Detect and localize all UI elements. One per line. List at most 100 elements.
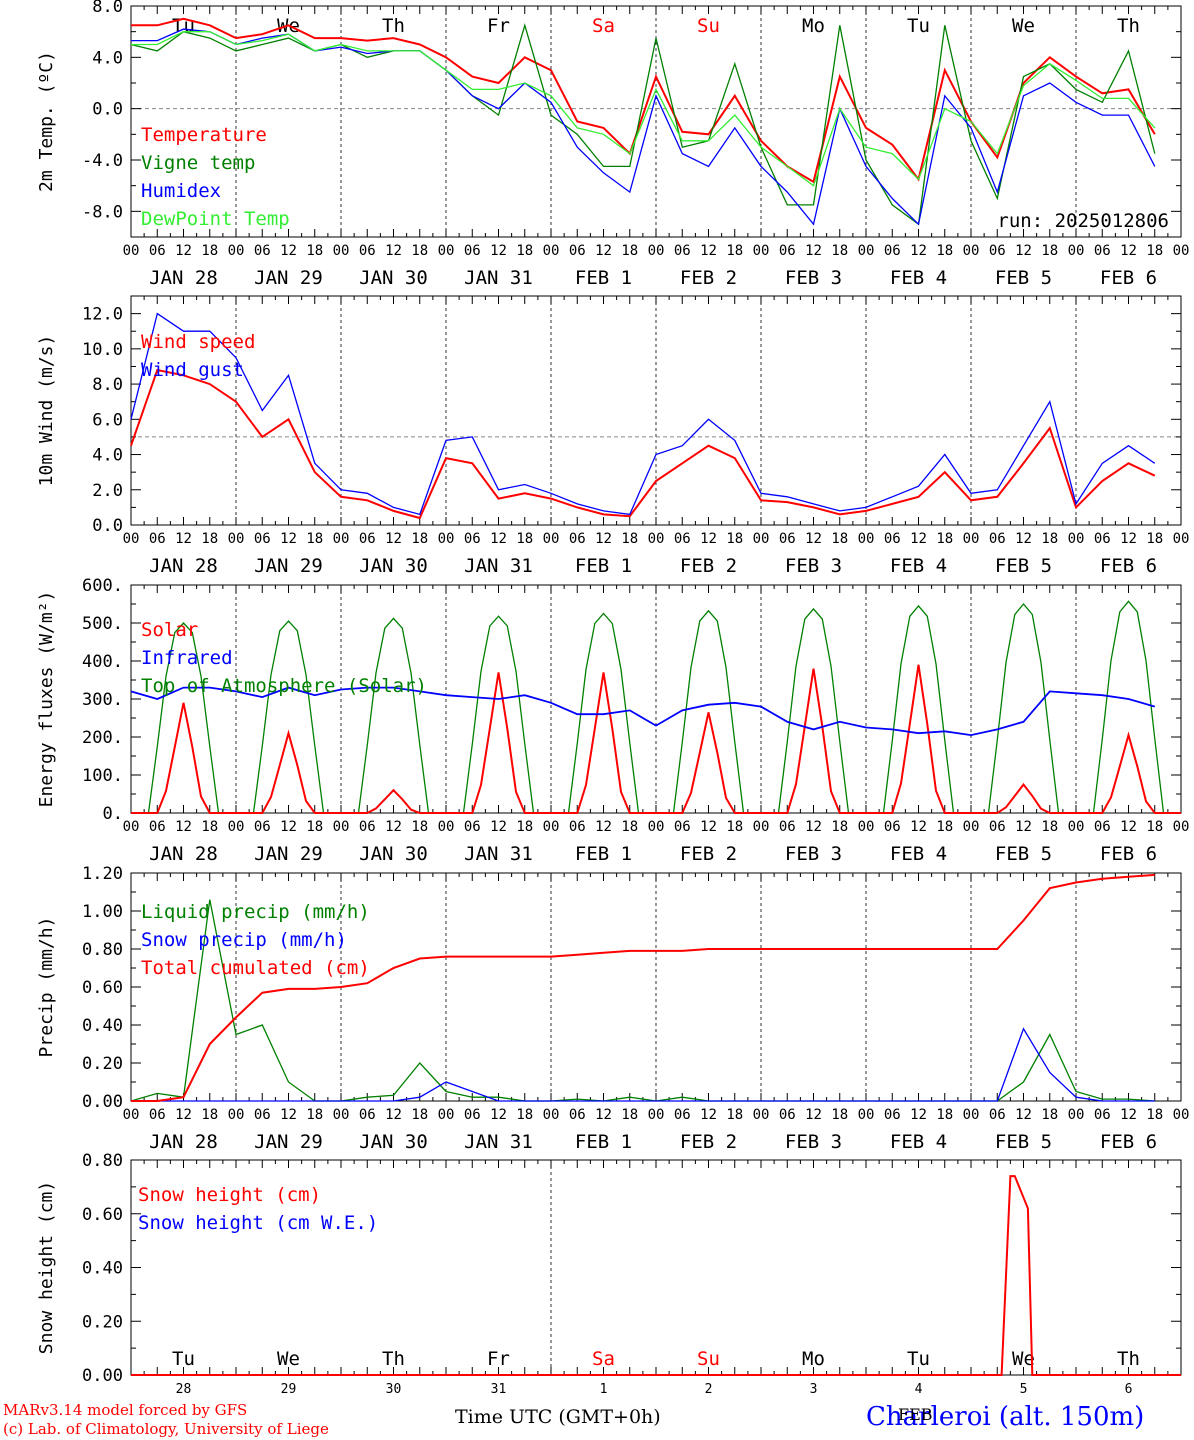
panel2-hour-label: 12: [490, 531, 507, 547]
panel1-hour-label: 12: [280, 243, 297, 259]
panel1-hour-label: 00: [543, 243, 560, 259]
panel3-hour-label: 12: [595, 819, 612, 835]
panel2-hour-label: 12: [595, 531, 612, 547]
panel1-ytick-label: 0.0: [92, 100, 123, 120]
panel3-date-label: FEB 5: [995, 843, 1052, 865]
panel4-hour-label: 00: [1173, 1107, 1190, 1123]
panel4-hour-label: 18: [411, 1107, 428, 1123]
panel1-weekday-label: Tu: [907, 15, 930, 37]
panel3-hour-label: 00: [543, 819, 560, 835]
panel3-series-infrared: [130, 686, 1156, 737]
panel2-date-label: FEB 5: [995, 555, 1052, 577]
panel2-series-wind-gust: [130, 312, 1156, 516]
panel2-hour-label: 00: [228, 531, 245, 547]
panel3-series-solar: [131, 664, 1181, 814]
panel3-hour-label: 00: [1068, 819, 1085, 835]
panel1-legend-entry: Humidex: [141, 180, 221, 202]
panel4-date-label: FEB 6: [1100, 1131, 1157, 1153]
panel3-hour-label: 06: [254, 819, 271, 835]
panel3-date-label: FEB 2: [680, 843, 737, 865]
panel3-date-label: FEB 1: [575, 843, 632, 865]
panel4-hour-label: 12: [490, 1107, 507, 1123]
panel1-hour-label: 18: [1146, 243, 1163, 259]
panel2-hour-label: 06: [779, 531, 796, 547]
panel2-hour-label: 06: [359, 531, 376, 547]
panel1-hour-label: 12: [910, 243, 927, 259]
panel1-date-label: JAN 31: [464, 267, 533, 289]
panel3-hour-label: 06: [1094, 819, 1111, 835]
panel1-hour-label: 18: [726, 243, 743, 259]
panel4-hour-label: 18: [621, 1107, 638, 1123]
panel3-hour-label: 12: [1015, 819, 1032, 835]
panel1-hour-label: 06: [149, 243, 166, 259]
panel2-hour-label: 00: [123, 531, 140, 547]
panel2-legend-entry: Wind speed: [141, 331, 255, 353]
panel5-weekday-label: Tu: [907, 1348, 930, 1370]
panel3-ytick-label: 400.: [82, 652, 123, 672]
panel1-hour-label: 18: [1041, 243, 1058, 259]
panel1-date-label: FEB 6: [1100, 267, 1157, 289]
panel4-hour-label: 12: [1120, 1107, 1137, 1123]
panel1-date-label: FEB 1: [575, 267, 632, 289]
panel3-hour-label: 06: [884, 819, 901, 835]
panel4-date-label: JAN 31: [464, 1131, 533, 1153]
panel3-hour-label: 00: [858, 819, 875, 835]
panel4-hour-label: 06: [674, 1107, 691, 1123]
panel3-hour-label: 00: [438, 819, 455, 835]
panel2-ytick-label: 0.0: [92, 516, 123, 536]
panel5-weekday-label: Su: [697, 1348, 720, 1370]
panel1-weekday-label: Fr: [487, 15, 510, 37]
panel2-hour-label: 06: [1094, 531, 1111, 547]
panel1-hour-label: 18: [201, 243, 218, 259]
month-label: FEB: [898, 1405, 933, 1424]
panel2-hour-label: 00: [543, 531, 560, 547]
panel3-hour-label: 12: [175, 819, 192, 835]
panel1-ytick-label: -8.0: [82, 202, 123, 222]
panel1-weekday-label: Sa: [592, 15, 615, 37]
panel4-hour-label: 06: [1094, 1107, 1111, 1123]
panel3-hour-label: 00: [333, 819, 350, 835]
model-credit-line-2: (c) Lab. of Climatology, University of L…: [3, 1420, 329, 1438]
panel5-day-number: 29: [281, 1382, 297, 1397]
panel4-hour-label: 12: [280, 1107, 297, 1123]
panel4-hour-label: 12: [700, 1107, 717, 1123]
panel1-hour-label: 00: [123, 243, 140, 259]
panel4-hour-label: 00: [123, 1107, 140, 1123]
panel1-hour-label: 00: [648, 243, 665, 259]
panel2-legend-entry: Wind gust: [141, 359, 244, 381]
panel4-hour-label: 00: [753, 1107, 770, 1123]
panel1-date-label: FEB 4: [890, 267, 947, 289]
panel2-hour-label: 12: [1120, 531, 1137, 547]
panel1-weekday-label: We: [1012, 15, 1035, 37]
panel1-hour-label: 12: [595, 243, 612, 259]
panel2-hour-label: 00: [963, 531, 980, 547]
panel4-date-label: FEB 1: [575, 1131, 632, 1153]
panel2-series-wind-speed: [130, 368, 1156, 520]
panel3-hour-label: 00: [963, 819, 980, 835]
panel5-weekday-label: Tu: [172, 1348, 195, 1370]
panel2-date-label: JAN 28: [149, 555, 218, 577]
panel4-date-label: FEB 2: [680, 1131, 737, 1153]
panel4-hour-label: 00: [963, 1107, 980, 1123]
panel2-ytick-label: 4.0: [92, 446, 123, 466]
panel1-ytick-label: 8.0: [92, 0, 123, 17]
panel1-date-label: FEB 5: [995, 267, 1052, 289]
panel2-hour-label: 00: [438, 531, 455, 547]
panel4-hour-label: 12: [910, 1107, 927, 1123]
panel4-ytick-label: 0.80: [82, 940, 123, 960]
panel4-hour-label: 00: [438, 1107, 455, 1123]
panel3-hour-label: 12: [700, 819, 717, 835]
panel2-hour-label: 18: [621, 531, 638, 547]
panel2-hour-label: 12: [805, 531, 822, 547]
panel2-date-label: JAN 31: [464, 555, 533, 577]
panel1-date-label: JAN 29: [254, 267, 323, 289]
panel2-hour-label: 12: [385, 531, 402, 547]
panel3-hour-label: 18: [201, 819, 218, 835]
panel3-ytick-label: 600.: [82, 576, 123, 596]
panel5-day-number: 1: [600, 1382, 608, 1397]
x-axis-title: Time UTC (GMT+0h): [455, 1406, 661, 1428]
panel4-hour-label: 18: [516, 1107, 533, 1123]
panel1-hour-label: 12: [385, 243, 402, 259]
panel1-hour-label: 18: [831, 243, 848, 259]
